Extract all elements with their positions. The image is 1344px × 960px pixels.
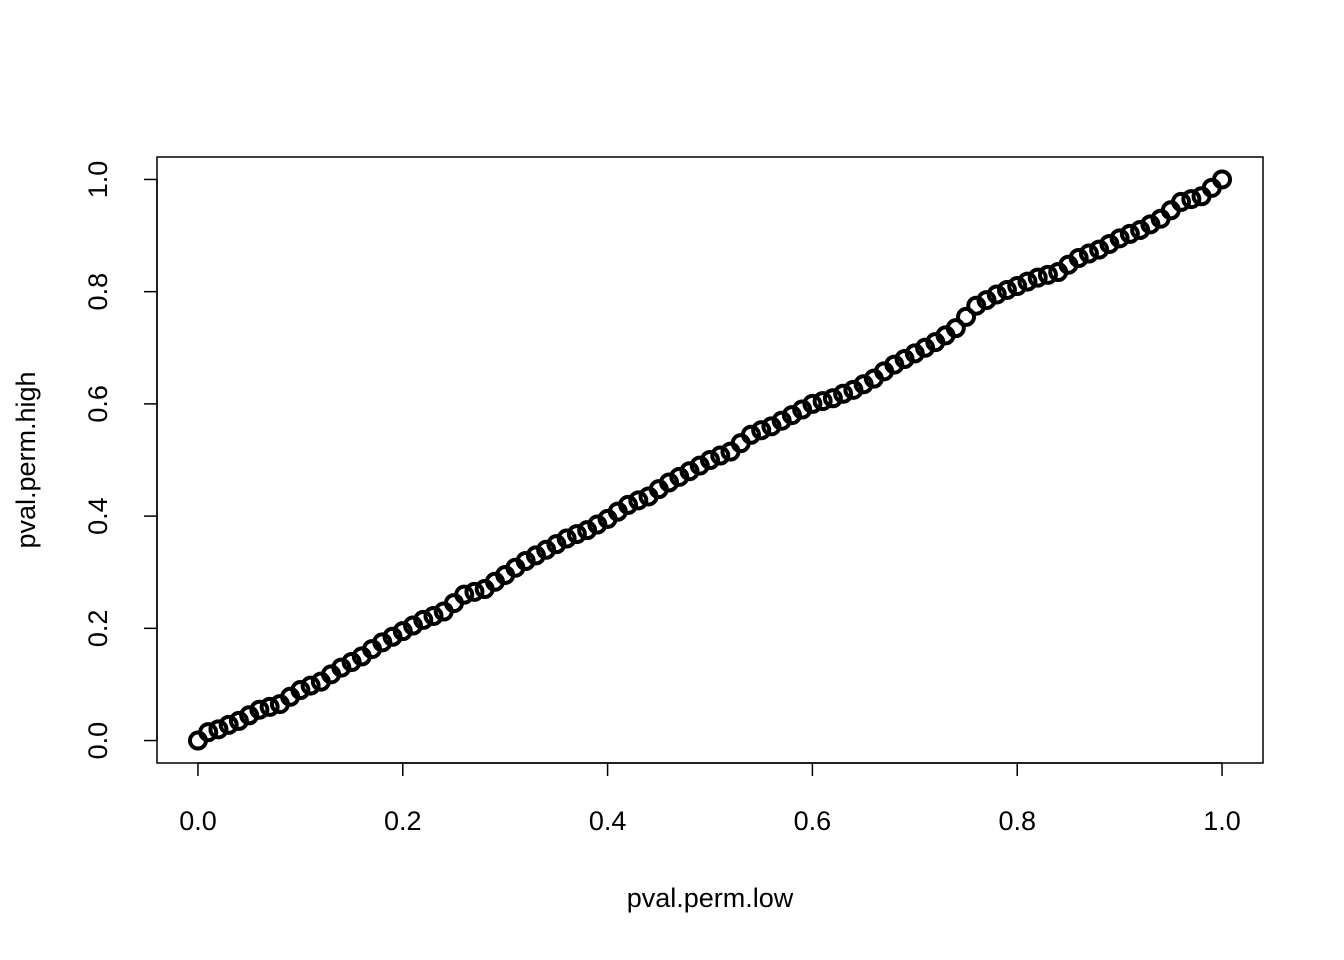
y-tick-label: 0.8 [83,273,113,311]
point [1017,271,1038,292]
point [566,524,587,545]
point [986,284,1007,305]
point [710,445,731,466]
point [740,424,761,445]
x-tick-label: 0.2 [384,806,422,836]
point [1181,189,1202,210]
point [218,714,239,735]
x-tick-label: 0.8 [998,806,1036,836]
x-tick-label: 0.0 [179,806,217,836]
point [812,391,833,412]
x-tick-label: 0.6 [794,806,832,836]
y-tick-label: 1.0 [83,161,113,199]
point [208,719,229,740]
point [996,279,1017,300]
x-axis-label: pval.perm.low [627,883,794,913]
point [1037,264,1058,285]
point [618,494,639,515]
point [1171,191,1192,212]
point [1007,276,1028,297]
point [822,388,843,409]
point [1068,248,1089,268]
point [300,675,321,696]
point [802,393,823,414]
x-tick-label: 1.0 [1203,806,1241,836]
point [628,490,649,511]
point [556,528,577,549]
point [1212,169,1233,190]
point [1078,243,1099,264]
point [751,420,772,441]
y-tick-label: 0.6 [83,385,113,423]
point [423,605,444,626]
point [700,450,720,470]
point [290,680,311,701]
point [1119,223,1140,244]
point [413,609,434,630]
point [1109,228,1130,249]
y-tick-label: 0.4 [83,497,113,535]
point [249,699,270,720]
y-tick-label: 0.2 [83,610,113,648]
y-axis-label: pval.perm.high [11,371,41,548]
x-tick-label: 0.4 [589,806,627,836]
point [454,584,475,605]
point [956,306,977,327]
point [1027,267,1048,288]
point [945,318,966,339]
point [833,383,854,404]
y-tick-label: 0.0 [83,722,113,760]
point [464,581,485,602]
point [259,696,280,717]
point [198,722,219,743]
